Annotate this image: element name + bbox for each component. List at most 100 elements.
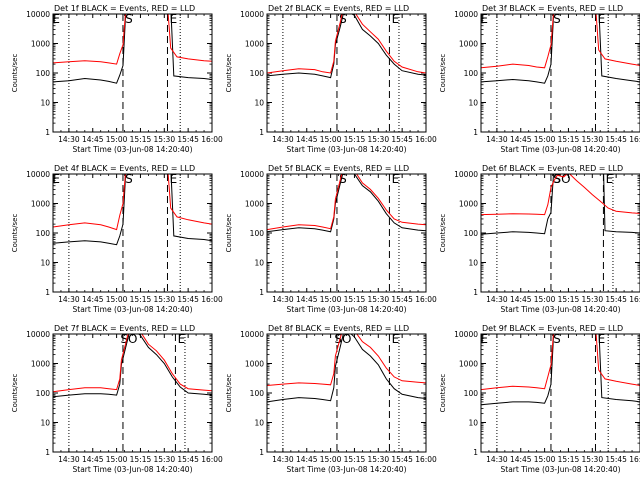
y-tick-label: 100 [36, 229, 51, 238]
detector-panel: Det 5f BLACK = Events, RED = LLD 1 10 100 10… [225, 164, 437, 314]
lld-rate-line [481, 14, 640, 69]
y-tick-label: 1000 [31, 200, 50, 209]
x-tick-label: 15:45 [605, 135, 627, 144]
lld-rate-line [53, 174, 212, 231]
lld-rate-line [481, 334, 640, 391]
x-tick-label: 15:00 [106, 455, 128, 464]
x-axis-label: Start Time (03-Jun-08 14:20:40) [287, 305, 407, 314]
x-tick-label: 15:15 [344, 295, 366, 304]
event-marker-label: S [125, 12, 133, 26]
y-tick-label: 10000 [26, 170, 50, 179]
x-tick-label: 14:45 [82, 135, 104, 144]
detector-panel: Det 9f BLACK = Events, RED = LLD 1 10 100 10… [439, 324, 640, 474]
plot-frame [480, 173, 640, 293]
x-tick-label: 14:45 [82, 455, 104, 464]
x-tick-label: 14:30 [58, 135, 80, 144]
x-tick-label: 15:00 [106, 295, 128, 304]
y-axis-label: Counts/sec [439, 54, 447, 93]
x-tick-label: 15:30 [153, 135, 175, 144]
x-tick-label: 14:30 [272, 135, 294, 144]
x-tick-label: 15:00 [534, 135, 556, 144]
x-tick-label: 14:45 [296, 135, 318, 144]
event-marker-label: E [392, 12, 400, 26]
y-axis-label: Counts/sec [11, 54, 19, 93]
x-tick-label: 15:45 [391, 455, 413, 464]
event-marker-label: S [339, 172, 347, 186]
panel-title: Det 3f BLACK = Events, RED = LLD [482, 4, 623, 13]
x-tick-label: 15:15 [130, 135, 152, 144]
event-rate-line [53, 334, 212, 398]
x-tick-label: 15:15 [344, 135, 366, 144]
x-tick-label: 14:30 [272, 455, 294, 464]
plot-frame [52, 13, 213, 133]
event-marker-label: E [392, 332, 400, 346]
x-tick-label: 15:15 [558, 135, 580, 144]
event-rate-line [53, 14, 212, 84]
x-tick-label: 14:30 [272, 295, 294, 304]
x-tick-label: 14:30 [486, 135, 508, 144]
y-tick-label: 10 [40, 99, 50, 108]
plot-frame [480, 13, 640, 133]
y-axis-label: Counts/sec [225, 214, 233, 253]
x-tick-label: 15:45 [177, 135, 199, 144]
detector-panel: Det 6f BLACK = Events, RED = LLD 1 10 100 10… [439, 164, 640, 314]
event-marker-label: E [170, 12, 178, 26]
y-tick-label: 1 [45, 288, 50, 297]
y-axis-label: Counts/sec [439, 374, 447, 413]
x-tick-label: 14:30 [58, 295, 80, 304]
event-marker-label: S [553, 172, 561, 186]
plot-frame [52, 173, 213, 293]
y-tick-label: 10000 [240, 330, 264, 339]
x-tick-label: 15:00 [534, 295, 556, 304]
y-tick-label: 100 [250, 389, 265, 398]
x-tick-label: 15:15 [130, 455, 152, 464]
y-tick-label: 1 [259, 128, 264, 137]
lld-rate-line [481, 174, 640, 216]
x-tick-label: 15:45 [605, 295, 627, 304]
y-axis-label: Counts/sec [225, 374, 233, 413]
x-axis-label: Start Time (03-Jun-08 14:20:40) [501, 465, 621, 474]
x-axis-label: Start Time (03-Jun-08 14:20:40) [73, 305, 193, 314]
x-tick-label: 16:00 [629, 295, 640, 304]
lld-rate-line [267, 174, 426, 231]
x-tick-label: 15:15 [344, 455, 366, 464]
y-axis-label: Counts/sec [11, 214, 19, 253]
y-tick-label: 1 [473, 288, 478, 297]
lld-rate-line [53, 14, 212, 65]
detector-panel: Det 3f BLACK = Events, RED = LLD 1 10 100 10… [439, 4, 640, 154]
x-tick-label: 14:45 [510, 135, 532, 144]
y-tick-label: 1000 [459, 40, 478, 49]
x-tick-label: 15:15 [558, 455, 580, 464]
y-axis-label: Counts/sec [11, 374, 19, 413]
y-tick-label: 1000 [245, 40, 264, 49]
x-tick-label: 16:00 [201, 135, 223, 144]
event-rate-line [267, 14, 426, 79]
x-tick-label: 16:00 [415, 135, 437, 144]
y-tick-label: 10000 [454, 330, 478, 339]
event-marker-label: E [52, 172, 60, 186]
x-tick-label: 14:45 [510, 455, 532, 464]
y-tick-label: 1000 [245, 200, 264, 209]
event-rate-line [267, 334, 426, 403]
y-tick-label: 10000 [454, 170, 478, 179]
y-tick-label: 10 [40, 259, 50, 268]
x-tick-label: 15:30 [367, 135, 389, 144]
plot-frame [266, 13, 427, 133]
event-marker-label: S [125, 172, 133, 186]
y-tick-label: 100 [36, 389, 51, 398]
x-tick-label: 15:30 [367, 455, 389, 464]
x-tick-label: 15:45 [177, 295, 199, 304]
y-tick-label: 1 [45, 448, 50, 457]
x-tick-label: 15:00 [534, 455, 556, 464]
x-tick-label: 14:45 [82, 295, 104, 304]
event-marker-label: E [52, 12, 60, 26]
event-rate-line [481, 14, 640, 84]
x-tick-label: 16:00 [201, 455, 223, 464]
event-marker-label: S [339, 12, 347, 26]
y-tick-label: 1000 [31, 40, 50, 49]
x-axis-label: Start Time (03-Jun-08 14:20:40) [501, 305, 621, 314]
y-tick-label: 100 [464, 69, 479, 78]
y-tick-label: 1000 [459, 200, 478, 209]
detector-panel: Det 2f BLACK = Events, RED = LLD 1 10 100 10… [225, 4, 437, 154]
x-tick-label: 14:45 [510, 295, 532, 304]
